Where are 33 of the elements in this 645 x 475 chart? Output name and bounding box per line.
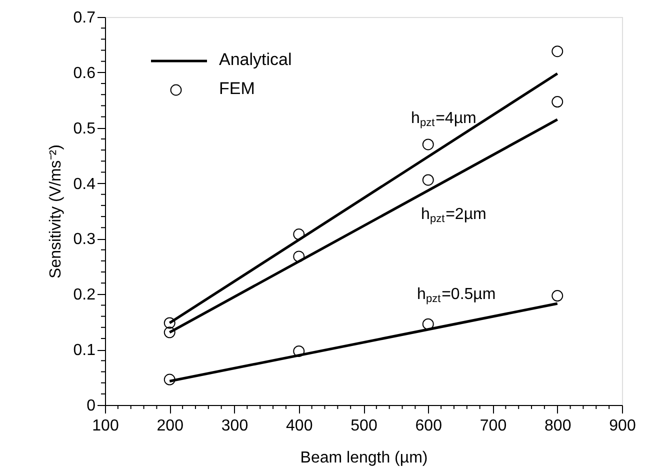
point (293, 228, 305, 240)
y-tick-label: 0.1 (73, 342, 96, 360)
x-axis-title: Beam length (µm) (300, 450, 428, 466)
y-tick-label: 0.7 (73, 10, 96, 26)
point (552, 96, 564, 108)
x-tick-label: 500 (350, 418, 378, 434)
x-tick-label: 800 (544, 418, 572, 434)
legend-label: Analytical (219, 50, 292, 69)
x-tick-label: 400 (286, 418, 313, 434)
y-tick-label: 0.6 (73, 64, 96, 82)
point (164, 326, 176, 338)
point (164, 374, 176, 386)
point (164, 317, 176, 329)
y-tick-label: 0.2 (73, 286, 96, 304)
y-axis-title: Sensitivity (V/ms⁻²) (47, 144, 64, 278)
y-tick-label: 0.4 (73, 176, 96, 193)
point (293, 250, 305, 262)
y-tick-label: 0.3 (73, 231, 96, 248)
y-tick-label: 0 (86, 398, 96, 414)
y-tick-label: 0.5 (73, 120, 96, 138)
x-tick-label: 700 (480, 418, 507, 434)
x-tick-label: 600 (415, 418, 442, 434)
point (422, 174, 434, 186)
point (552, 290, 564, 302)
x-tick-label: 200 (156, 418, 184, 434)
x-tick-label: 100 (92, 418, 119, 434)
point (422, 318, 434, 330)
point (293, 346, 305, 357)
point (552, 46, 564, 58)
x-tick-label: 900 (609, 418, 636, 434)
legend-label: FEM (219, 79, 255, 98)
x-tick-label: 300 (221, 418, 248, 434)
point (422, 138, 434, 150)
